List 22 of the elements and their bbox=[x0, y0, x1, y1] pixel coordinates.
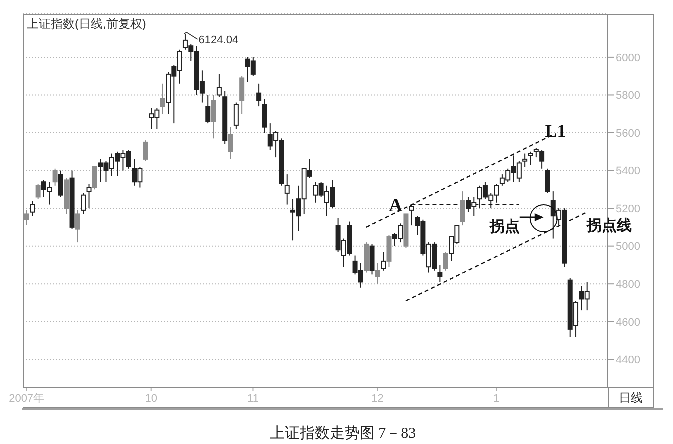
y-tick-label: 4800 bbox=[616, 279, 640, 292]
y-tick-label: 5000 bbox=[616, 241, 640, 254]
y-tick-label: 5200 bbox=[616, 203, 640, 216]
x-tick-label: 2007年 bbox=[9, 393, 45, 405]
y-tick-label: 4600 bbox=[616, 316, 640, 329]
annotation: 拐点 bbox=[488, 218, 520, 236]
x-tick-label: 1 bbox=[494, 393, 500, 405]
chart-title: 上证指数(日线,前复权) bbox=[27, 17, 146, 31]
legend-label: 拐点线 bbox=[586, 217, 632, 234]
text: 上证指数走势图 7－83 bbox=[270, 425, 416, 442]
text: 日线 bbox=[619, 391, 643, 405]
x-tick-label: 11 bbox=[248, 393, 259, 405]
x-tick-label: 10 bbox=[145, 393, 158, 405]
annotation: 6124.04 bbox=[198, 34, 239, 47]
y-tick-label: 6000 bbox=[616, 52, 640, 64]
x-tick-label: 12 bbox=[372, 393, 384, 405]
annotation: A bbox=[388, 195, 403, 216]
y-tick-label: 5600 bbox=[616, 128, 640, 140]
y-tick-label: 5800 bbox=[616, 90, 640, 102]
y-tick-label: 4400 bbox=[616, 354, 640, 367]
series-label: L1 bbox=[545, 120, 566, 141]
y-tick-label: 5400 bbox=[616, 166, 640, 178]
